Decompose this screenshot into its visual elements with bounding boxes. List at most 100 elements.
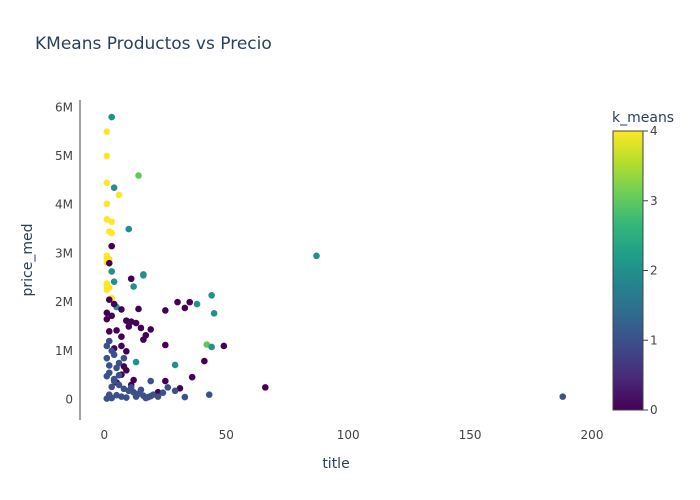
scatter-point[interactable] bbox=[108, 113, 115, 121]
scatter-point[interactable] bbox=[103, 216, 111, 223]
scatter-point[interactable] bbox=[108, 312, 115, 320]
scatter-point[interactable] bbox=[118, 342, 125, 350]
scatter-point[interactable] bbox=[103, 179, 111, 187]
scatter-point[interactable] bbox=[105, 362, 113, 369]
scatter-point[interactable] bbox=[132, 358, 140, 366]
scatter-point[interactable] bbox=[103, 342, 111, 350]
scatter-point[interactable] bbox=[120, 354, 128, 362]
colorbar-title: k_means bbox=[612, 110, 674, 126]
scatter-point[interactable] bbox=[205, 391, 213, 398]
scatter-point[interactable] bbox=[130, 376, 137, 384]
scatter-point[interactable] bbox=[115, 191, 123, 199]
scatter-point[interactable] bbox=[137, 324, 145, 332]
scatter-point[interactable] bbox=[125, 225, 133, 233]
scatter-point[interactable] bbox=[140, 336, 147, 343]
scatter-point[interactable] bbox=[127, 275, 135, 283]
y-tick-label: 0 bbox=[65, 393, 73, 407]
y-tick-label: 2M bbox=[55, 295, 73, 309]
scatter-point[interactable] bbox=[140, 272, 147, 279]
scatter-point[interactable] bbox=[103, 315, 111, 323]
scatter-point[interactable] bbox=[108, 383, 115, 391]
scatter-point[interactable] bbox=[159, 389, 167, 397]
scatter-point[interactable] bbox=[127, 384, 135, 391]
scatter-point[interactable] bbox=[123, 348, 130, 355]
scatter-point[interactable] bbox=[113, 327, 120, 334]
colorbar-tick-label: 3 bbox=[650, 194, 658, 208]
scatter-point[interactable] bbox=[193, 300, 201, 308]
scatter-point[interactable] bbox=[118, 306, 125, 313]
scatter-point[interactable] bbox=[103, 309, 111, 317]
scatter-point[interactable] bbox=[162, 341, 169, 349]
scatter-point[interactable] bbox=[108, 347, 115, 355]
x-tick-label: 150 bbox=[459, 428, 482, 442]
colorbar-tick-label: 4 bbox=[650, 124, 658, 138]
scatter-point[interactable] bbox=[108, 229, 115, 237]
scatter-point[interactable] bbox=[261, 384, 269, 391]
scatter-point[interactable] bbox=[105, 296, 113, 303]
y-tick-label: 6M bbox=[55, 100, 73, 114]
scatter-point[interactable] bbox=[115, 359, 123, 367]
scatter-point[interactable] bbox=[181, 393, 189, 401]
scatter-point[interactable] bbox=[154, 393, 162, 400]
scatter-point[interactable] bbox=[113, 364, 120, 372]
scatter-point[interactable] bbox=[171, 387, 179, 395]
colorbar-tick-label: 2 bbox=[650, 264, 658, 278]
scatter-point[interactable] bbox=[188, 373, 196, 381]
scatter-point[interactable] bbox=[162, 307, 169, 314]
scatter-point[interactable] bbox=[210, 310, 218, 317]
scatter-point[interactable] bbox=[174, 298, 181, 306]
scatter-point[interactable] bbox=[103, 354, 111, 362]
scatter-point[interactable] bbox=[115, 371, 123, 379]
scatter-point[interactable] bbox=[201, 357, 208, 365]
scatter-point[interactable] bbox=[110, 300, 118, 308]
scatter-point[interactable] bbox=[147, 377, 155, 385]
scatter-point[interactable] bbox=[313, 252, 320, 260]
scatter-point[interactable] bbox=[125, 323, 133, 330]
scatter-point[interactable] bbox=[105, 391, 113, 398]
scatter-point[interactable] bbox=[186, 298, 194, 306]
colorbar bbox=[612, 130, 644, 411]
scatter-point[interactable] bbox=[103, 128, 111, 135]
scatter-point[interactable] bbox=[105, 337, 113, 345]
scatter-point[interactable] bbox=[147, 326, 155, 333]
scatter-point[interactable] bbox=[220, 342, 228, 350]
scatter-point[interactable] bbox=[162, 377, 169, 385]
scatter-point[interactable] bbox=[108, 218, 115, 226]
scatter-point[interactable] bbox=[130, 283, 137, 290]
scatter-point[interactable] bbox=[103, 152, 111, 160]
scatter-point[interactable] bbox=[108, 268, 115, 275]
scatter-point[interactable] bbox=[181, 304, 189, 312]
scatter-point[interactable] bbox=[171, 361, 179, 369]
scatter-point[interactable] bbox=[103, 200, 111, 208]
scatter-point[interactable] bbox=[132, 319, 140, 327]
scatter-point[interactable] bbox=[103, 372, 111, 380]
colorbar-tick-label: 0 bbox=[650, 403, 658, 417]
scatter-point[interactable] bbox=[147, 392, 155, 400]
scatter-point[interactable] bbox=[208, 343, 215, 351]
scatter-point[interactable] bbox=[108, 242, 115, 250]
scatter-point[interactable] bbox=[132, 393, 140, 400]
scatter-point[interactable] bbox=[115, 381, 123, 389]
scatter-point[interactable] bbox=[103, 286, 111, 294]
x-tick-label: 0 bbox=[101, 428, 109, 442]
scatter-point[interactable] bbox=[135, 172, 142, 179]
scatter-point[interactable] bbox=[135, 305, 142, 313]
scatter-point[interactable] bbox=[559, 393, 567, 400]
scatter-point[interactable] bbox=[164, 384, 172, 391]
scatter-point[interactable] bbox=[203, 341, 211, 348]
x-axis-ticks: 0 50 100 150 200 bbox=[101, 428, 604, 442]
scatter-point[interactable] bbox=[208, 292, 215, 299]
scatter-point[interactable] bbox=[137, 386, 145, 394]
y-tick-label: 5M bbox=[55, 149, 73, 163]
scatter-point[interactable] bbox=[110, 278, 118, 285]
scatter-point[interactable] bbox=[110, 184, 118, 191]
scatter-point[interactable] bbox=[110, 377, 118, 385]
scatter-point[interactable] bbox=[123, 367, 130, 374]
scatter-point[interactable] bbox=[113, 391, 120, 399]
plot-area[interactable] bbox=[103, 113, 567, 402]
scatter-point[interactable] bbox=[176, 385, 184, 392]
scatter-point[interactable] bbox=[105, 328, 113, 335]
scatter-point[interactable] bbox=[118, 333, 125, 341]
scatter-point[interactable] bbox=[105, 259, 113, 267]
